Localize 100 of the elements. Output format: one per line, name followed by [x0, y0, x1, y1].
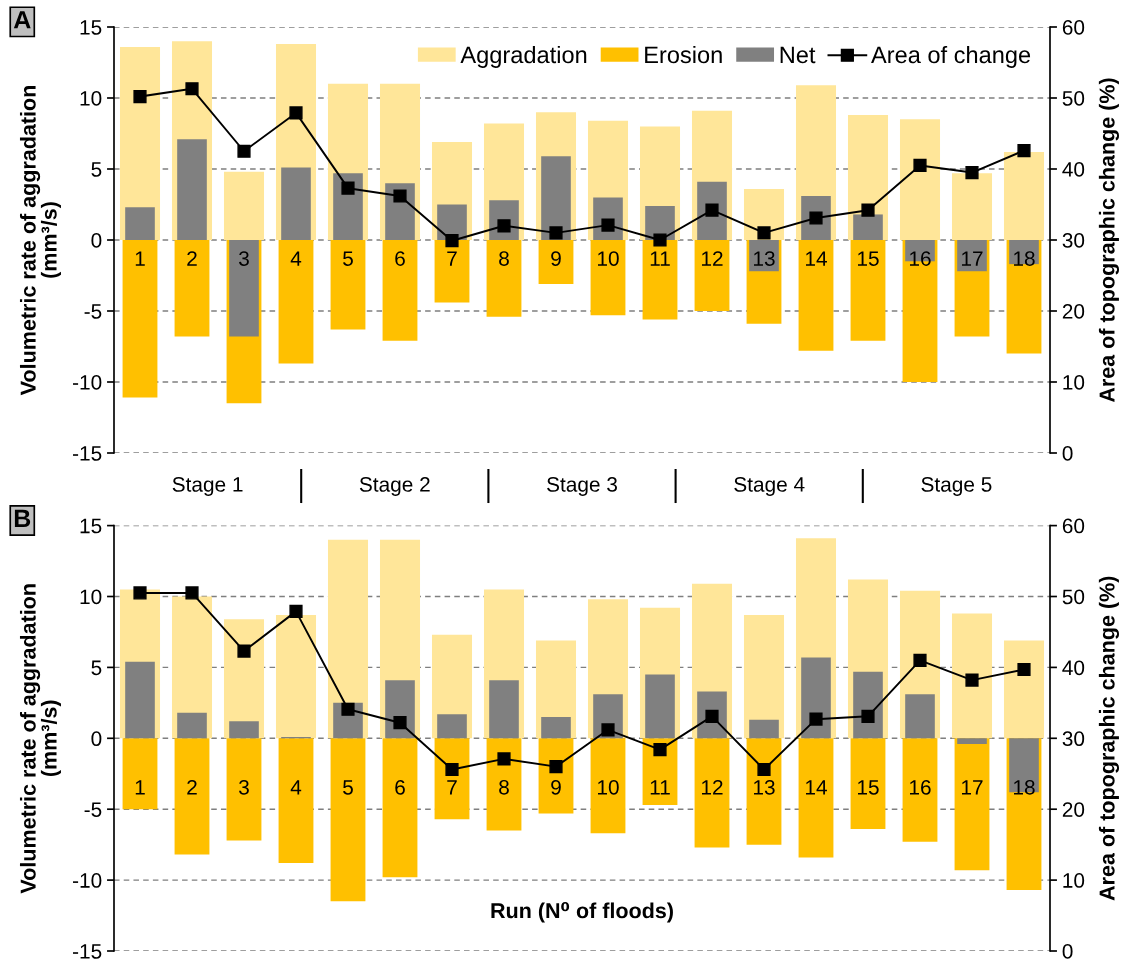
bar [177, 139, 207, 240]
y-tick-label: -10 [73, 375, 102, 390]
bar [541, 156, 571, 240]
x-tick-label: 17 [962, 780, 983, 795]
y-tick-label: -15 [73, 446, 102, 461]
y2-tick-label: 20 [1062, 802, 1085, 817]
point [601, 723, 615, 737]
x-tick-label: 2 [187, 779, 197, 795]
y-axis-title: Volumetric rate of aggradation (mm³/s) [19, 86, 61, 396]
bar [798, 240, 834, 351]
chart-title: A [13, 11, 31, 29]
y-tick-label: -10 [73, 873, 102, 888]
point [965, 673, 979, 687]
bar [1009, 240, 1039, 265]
point [757, 226, 771, 240]
bar [122, 240, 158, 398]
x-tick-label: 17 [962, 251, 983, 266]
bar [850, 240, 886, 341]
point [185, 82, 199, 96]
bar [590, 240, 626, 316]
y-tick-label: 15 [80, 20, 102, 35]
bar [899, 119, 941, 240]
x-tick-label: 6 [395, 251, 405, 266]
bar [541, 717, 571, 739]
x-tick-label: 3 [239, 779, 249, 795]
x-tick-label: 4 [290, 251, 302, 266]
bar [226, 738, 262, 841]
bar [382, 240, 418, 341]
bar [902, 738, 938, 842]
text: Stage 1 [172, 477, 243, 496]
bar [278, 240, 314, 364]
x-tick-label: 7 [447, 780, 457, 795]
x-tick-label: 11 [650, 251, 670, 266]
bar [694, 240, 730, 311]
y-tick-label: 0 [91, 233, 102, 248]
bar [125, 661, 155, 739]
y2-tick-label: 40 [1062, 162, 1085, 177]
y2-axis-title: Area of topographic change (%) [1098, 78, 1120, 403]
x-tick-label: 18 [1014, 779, 1035, 795]
x-tick-label: 14 [806, 251, 827, 266]
y2-tick-label: 60 [1062, 20, 1085, 35]
point [445, 762, 459, 777]
x-tick-label: 3 [239, 251, 249, 266]
x-tick-label: 6 [395, 779, 405, 795]
point [653, 233, 667, 247]
bar [1003, 151, 1045, 240]
y-tick-label: 5 [91, 162, 102, 177]
bar [489, 680, 519, 739]
x-tick-label: 1 [135, 780, 145, 795]
bar [486, 738, 522, 831]
legend-label: Net [780, 46, 816, 64]
bar [177, 712, 207, 739]
point [1017, 143, 1031, 158]
bar [957, 738, 987, 744]
bar [174, 738, 210, 855]
y2-axis-title: Area of topographic change (%) [1098, 576, 1120, 901]
point [913, 158, 927, 173]
y2-tick-label: 50 [1062, 91, 1085, 106]
point [289, 604, 303, 618]
bar [749, 240, 779, 272]
point [497, 752, 511, 766]
x-tick-label: 5 [343, 780, 353, 795]
bar [1003, 640, 1045, 739]
point [237, 644, 251, 658]
bar [434, 738, 470, 820]
x-tick-label: 9 [551, 779, 561, 795]
point [185, 586, 199, 600]
chart-title: B [14, 509, 31, 527]
bar [223, 171, 265, 240]
x-tick-label: 11 [650, 780, 670, 795]
x-tick-label: 13 [754, 779, 775, 795]
bar [853, 214, 883, 240]
y2-tick-label: 60 [1062, 518, 1085, 534]
bar [486, 240, 522, 317]
point [549, 226, 563, 240]
y2-tick-label: 0 [1062, 446, 1073, 461]
point [549, 760, 563, 774]
bar [694, 738, 730, 848]
point [653, 743, 667, 757]
x-tick-label: 16 [910, 779, 931, 795]
bar [801, 657, 831, 739]
point [237, 144, 251, 158]
x-tick-label: 15 [858, 251, 879, 266]
y2-tick-label: 10 [1063, 375, 1085, 390]
y-tick-label: -5 [84, 304, 102, 319]
x-tick-label: 2 [187, 251, 197, 266]
bar [798, 738, 834, 858]
x-tick-label: 15 [858, 780, 879, 795]
y2-tick-label: 50 [1062, 589, 1085, 605]
point [445, 234, 459, 248]
bar [642, 240, 678, 320]
x-tick-label: 1 [135, 251, 145, 266]
x-tick-label: 12 [702, 251, 723, 266]
x-tick-label: 13 [754, 251, 775, 266]
bar [746, 738, 782, 845]
bar [382, 738, 418, 878]
y2-tick-label: 0 [1062, 944, 1073, 959]
bar [850, 738, 886, 830]
bar [437, 714, 467, 739]
bar [278, 738, 314, 864]
